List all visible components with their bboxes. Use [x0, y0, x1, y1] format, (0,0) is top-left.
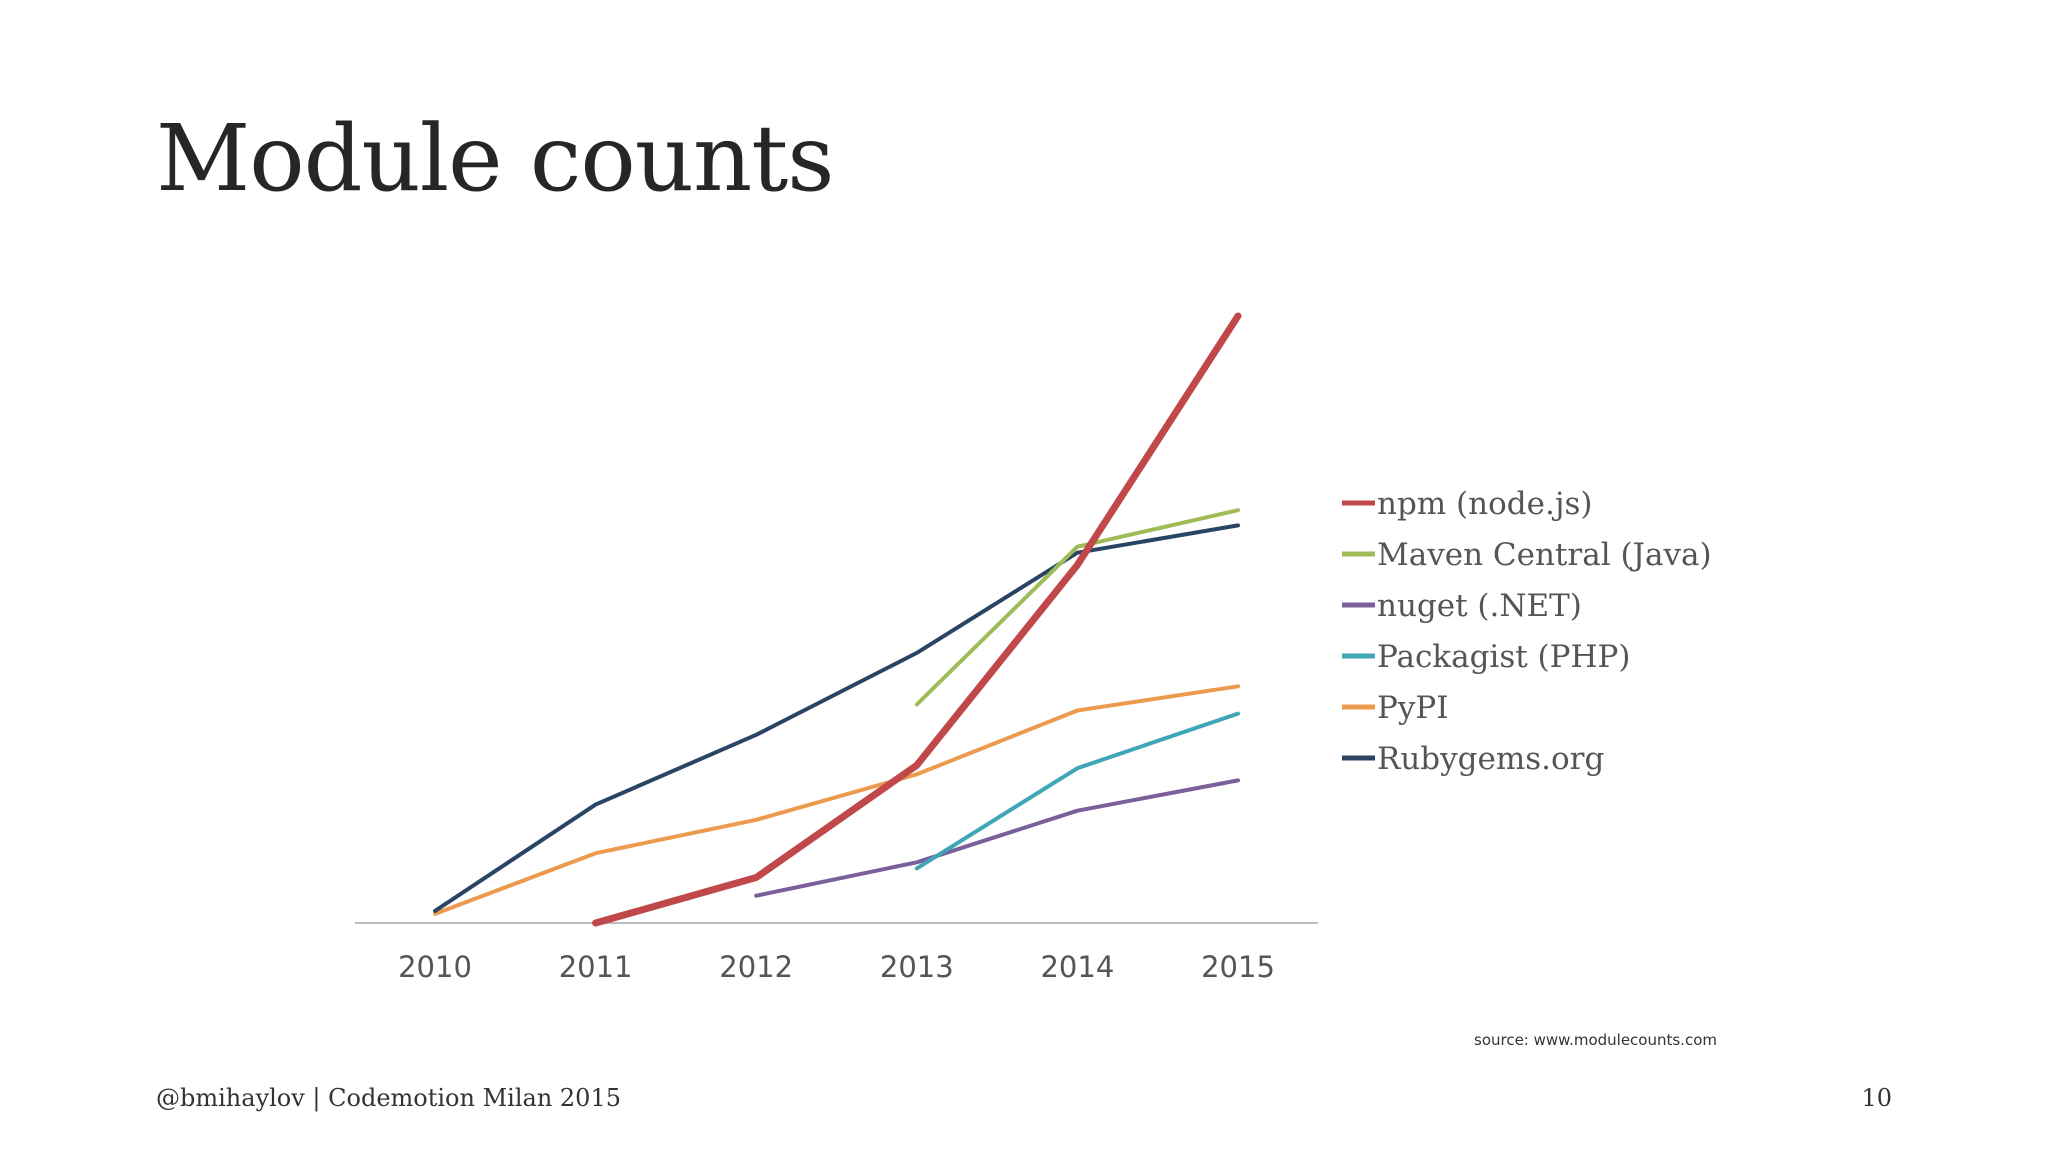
legend-label: Rubygems.org: [1377, 741, 1604, 777]
slide-title: Module counts: [156, 105, 834, 212]
footer-author-event: @bmihaylov | Codemotion Milan 2015: [156, 1084, 621, 1112]
x-tick-label: 2011: [559, 950, 633, 984]
source-note: source: www.modulecounts.com: [1474, 1031, 1717, 1049]
legend-label: Packagist (PHP): [1377, 639, 1631, 675]
legend-label: nuget (.NET): [1377, 588, 1582, 624]
series-line: [592, 312, 1242, 927]
x-tick-label: 2015: [1201, 950, 1275, 984]
x-tick-label: 2014: [1040, 950, 1114, 984]
x-tick-label: 2013: [880, 950, 954, 984]
legend-label: Maven Central (Java): [1377, 537, 1712, 573]
series-line: [914, 508, 1240, 707]
legend-label: npm (node.js): [1377, 486, 1592, 522]
series-line: [914, 711, 1240, 871]
series-line: [433, 684, 1240, 916]
x-tick-label: 2012: [719, 950, 793, 984]
series-line: [754, 778, 1240, 898]
legend-label: PyPI: [1377, 690, 1448, 726]
page-number: 10: [1861, 1084, 1892, 1112]
series-line: [433, 523, 1240, 913]
x-tick-label: 2010: [398, 950, 472, 984]
